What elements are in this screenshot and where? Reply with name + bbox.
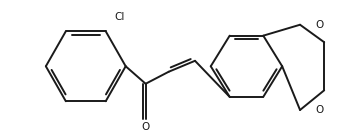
Text: O: O xyxy=(142,122,150,132)
Text: Cl: Cl xyxy=(114,12,125,22)
Text: O: O xyxy=(316,20,324,30)
Text: O: O xyxy=(316,105,324,116)
